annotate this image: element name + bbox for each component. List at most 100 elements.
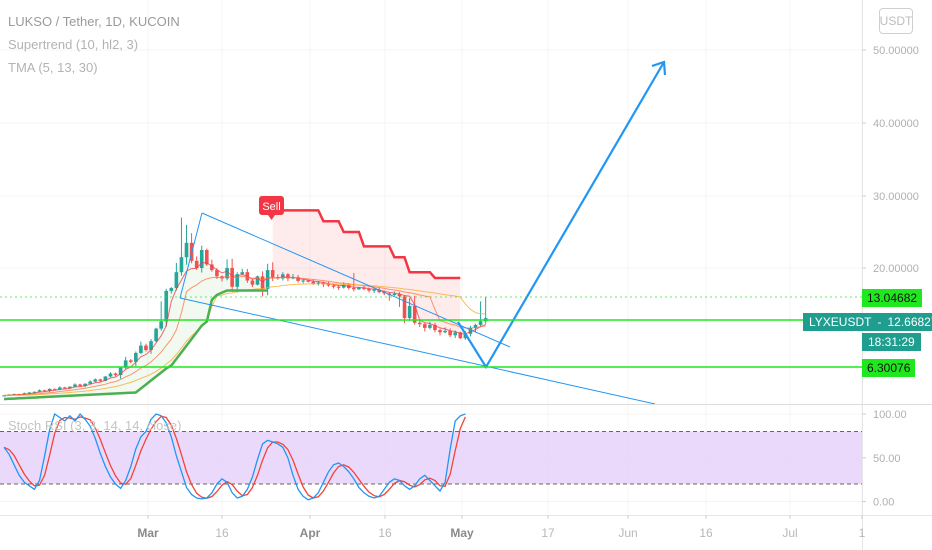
projection-arrowhead	[651, 60, 667, 76]
candle-body	[27, 392, 32, 394]
candle-body	[154, 328, 158, 342]
candle-body	[458, 332, 463, 339]
stoch-tick-label: 100.00	[873, 409, 907, 421]
candle-body	[159, 321, 163, 329]
candle-body	[139, 345, 143, 353]
candle-body	[438, 330, 442, 333]
candle-body	[423, 324, 427, 328]
price-tick-label: 30.00000	[873, 191, 919, 203]
candle-body	[468, 327, 473, 334]
candle-body	[98, 379, 103, 381]
candle-body	[260, 276, 265, 289]
candle-body	[417, 322, 422, 325]
candle-body	[478, 321, 483, 325]
time-tick-label: May	[450, 526, 474, 540]
candle-body	[397, 293, 402, 297]
time-tick-label: Apr	[300, 526, 321, 540]
candle-body	[205, 250, 209, 265]
candle-body	[118, 367, 123, 376]
candle-body	[88, 381, 92, 384]
candle-body	[225, 268, 229, 279]
stoch-band	[0, 431, 862, 484]
stoch-k-line	[3, 412, 466, 501]
stoch-d-line	[3, 415, 466, 499]
sell-label-pointer	[268, 215, 275, 220]
candle-body	[108, 373, 113, 377]
sell-label: Sell	[262, 201, 280, 213]
candles	[2, 217, 488, 397]
candle-body	[47, 388, 52, 392]
candle-body	[377, 289, 381, 293]
lower-level-tag: 6.30076	[862, 359, 916, 377]
candle-body	[37, 390, 42, 392]
candle-body	[2, 395, 6, 397]
candle-body	[240, 272, 245, 275]
candle-body	[463, 333, 468, 339]
candle-body	[103, 376, 108, 381]
candle-body	[428, 324, 432, 328]
candle-body	[301, 280, 305, 282]
tma-line	[3, 275, 486, 396]
candle-body	[144, 345, 148, 351]
stoch-tick-label: 50.00	[873, 453, 901, 465]
drawing-tools	[179, 60, 667, 405]
candle-body	[407, 305, 412, 319]
stoch-rsi-legend[interactable]: Stoch RSI (3, 3, 14, 14, close)	[8, 418, 182, 433]
candle-body	[367, 288, 371, 291]
candle-body	[113, 373, 118, 376]
supertrend-up-line	[3, 289, 268, 401]
candle-body	[134, 352, 138, 362]
wedge-lower-line	[179, 297, 656, 405]
supertrend-down-fill	[272, 210, 461, 333]
candle-body	[331, 285, 336, 287]
grid-lines	[0, 0, 863, 515]
time-tick-label: Mar	[137, 526, 159, 540]
candle-body	[402, 296, 407, 319]
candle-body	[326, 284, 331, 286]
candle-body	[169, 288, 174, 291]
candle-body	[123, 360, 128, 368]
tma-legend[interactable]: TMA (5, 13, 30)	[8, 60, 98, 75]
bar-countdown-tag: 18:31:29	[862, 333, 921, 351]
candle-body	[57, 387, 62, 390]
chart-title: LUKSO / Tether, 1D, KUCOIN	[8, 14, 180, 29]
candle-body	[52, 388, 57, 390]
candle-body	[149, 341, 153, 351]
candle-body	[316, 282, 321, 284]
stoch-rsi-pane	[0, 404, 932, 501]
wedge-left-edge	[179, 212, 203, 299]
candle-body	[352, 288, 356, 290]
candle-body	[341, 285, 346, 288]
symbol-label: LYXEUSDT	[809, 315, 872, 329]
supertrend-legend[interactable]: Supertrend (10, hl2, 3)	[8, 37, 139, 52]
candle-body	[179, 257, 184, 273]
candle-body	[194, 260, 199, 268]
projection-path	[457, 61, 665, 370]
candle-body	[128, 360, 133, 362]
candle-body	[83, 383, 87, 386]
candle-body	[184, 242, 189, 258]
supertrend-fill	[4, 210, 461, 400]
time-tick-label: 16	[215, 526, 229, 540]
last-price-label: 12.66827	[887, 315, 932, 329]
candle-body	[235, 274, 240, 287]
candle-body	[93, 379, 98, 382]
currency-unit-button[interactable]: USDT	[879, 8, 913, 34]
candle-body	[336, 286, 341, 288]
candle-body	[270, 270, 275, 278]
time-tick-label: 17	[541, 526, 555, 540]
symbol-price-tag: LYXEUSDT - 12.66827	[803, 313, 932, 331]
candle-body	[357, 287, 361, 290]
candle-body	[372, 289, 376, 291]
candle-body	[433, 324, 437, 331]
candle-body	[78, 384, 82, 386]
time-tick-label: 16	[699, 526, 713, 540]
candle-body	[255, 276, 260, 285]
candle-body	[286, 274, 290, 279]
candle-body	[443, 330, 447, 333]
candle-body	[215, 270, 219, 277]
price-tick-label: 50.00000	[873, 45, 919, 57]
horizontal-levels	[0, 296, 862, 368]
